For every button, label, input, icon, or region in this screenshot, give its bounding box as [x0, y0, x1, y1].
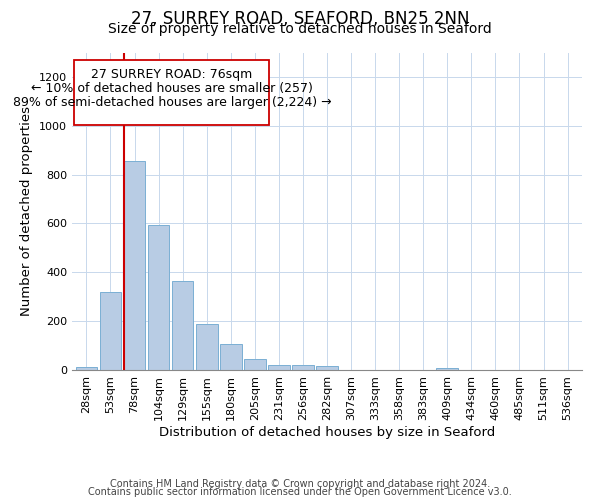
Bar: [268, 365, 290, 370]
Text: Size of property relative to detached houses in Seaford: Size of property relative to detached ho…: [108, 22, 492, 36]
Bar: [124, 161, 145, 370]
Bar: [172, 281, 193, 370]
Text: Contains public sector information licensed under the Open Government Licence v3: Contains public sector information licen…: [88, 487, 512, 497]
FancyBboxPatch shape: [74, 60, 269, 124]
Bar: [436, 368, 458, 370]
Text: ← 10% of detached houses are smaller (257): ← 10% of detached houses are smaller (25…: [31, 82, 313, 95]
Bar: [292, 365, 314, 370]
Bar: [196, 324, 218, 370]
Bar: [100, 292, 121, 370]
Bar: [244, 358, 266, 370]
Text: 27, SURREY ROAD, SEAFORD, BN25 2NN: 27, SURREY ROAD, SEAFORD, BN25 2NN: [131, 10, 469, 28]
Text: 27 SURREY ROAD: 76sqm: 27 SURREY ROAD: 76sqm: [91, 68, 253, 82]
X-axis label: Distribution of detached houses by size in Seaford: Distribution of detached houses by size …: [159, 426, 495, 438]
Bar: [148, 226, 169, 370]
Text: 89% of semi-detached houses are larger (2,224) →: 89% of semi-detached houses are larger (…: [13, 96, 331, 110]
Bar: [220, 344, 242, 370]
Text: Contains HM Land Registry data © Crown copyright and database right 2024.: Contains HM Land Registry data © Crown c…: [110, 479, 490, 489]
Y-axis label: Number of detached properties: Number of detached properties: [20, 106, 34, 316]
Bar: [76, 367, 97, 370]
Bar: [316, 366, 338, 370]
